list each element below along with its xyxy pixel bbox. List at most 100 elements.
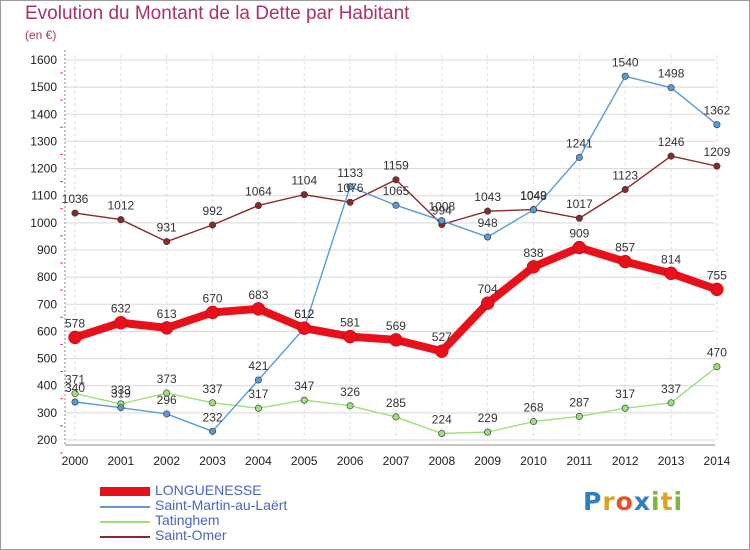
y-tick-label: 1200 bbox=[30, 162, 57, 176]
data-point-tatinghem bbox=[529, 418, 537, 426]
data-point-saint-martin-au-la-rt bbox=[621, 72, 629, 80]
data-point-saint-omer bbox=[300, 191, 308, 199]
logo-letter: x bbox=[633, 487, 651, 516]
data-point-saint-martin-au-la-rt bbox=[392, 201, 400, 209]
data-label-longuenesse: 613 bbox=[157, 307, 177, 321]
legend-label: Tatinghem bbox=[155, 512, 220, 528]
data-label-longuenesse: 670 bbox=[203, 291, 223, 305]
data-label-saint-martin-au-la-rt: 296 bbox=[157, 393, 177, 407]
y-tick-label: 400 bbox=[37, 379, 57, 393]
data-label-tatinghem: 470 bbox=[707, 346, 727, 360]
data-point-saint-omer bbox=[392, 176, 400, 184]
y-tick-label: 500 bbox=[37, 352, 57, 366]
data-point-longuenesse bbox=[251, 302, 266, 316]
y-tick-label: 200 bbox=[37, 433, 57, 447]
x-tick-label: 2007 bbox=[383, 454, 410, 468]
data-label-saint-omer: 1043 bbox=[474, 190, 501, 204]
data-label-saint-omer: 1064 bbox=[245, 184, 272, 198]
data-label-tatinghem: 373 bbox=[157, 372, 177, 386]
y-tick-label: 1300 bbox=[30, 134, 57, 148]
data-label-saint-martin-au-la-rt: 948 bbox=[478, 216, 498, 230]
data-label-tatinghem: 333 bbox=[111, 383, 131, 397]
logo-letter: P bbox=[583, 487, 603, 516]
data-point-tatinghem bbox=[484, 428, 492, 436]
x-tick-label: 2009 bbox=[474, 454, 501, 468]
data-label-longuenesse: 755 bbox=[707, 268, 727, 282]
data-point-saint-martin-au-la-rt bbox=[575, 153, 583, 161]
logo-letter: t bbox=[660, 487, 674, 516]
y-tick-label: 1100 bbox=[31, 189, 57, 203]
data-label-tatinghem: 287 bbox=[569, 395, 589, 409]
y-tick-label: 800 bbox=[37, 270, 57, 284]
data-point-longuenesse bbox=[343, 329, 357, 344]
y-tick-label: 1600 bbox=[30, 53, 57, 67]
data-point-longuenesse bbox=[114, 315, 128, 330]
data-label-longuenesse: 909 bbox=[569, 227, 589, 241]
data-point-longuenesse bbox=[389, 333, 403, 347]
logo-letter: r bbox=[602, 487, 616, 516]
data-label-saint-omer: 1036 bbox=[62, 192, 89, 206]
data-point-saint-omer bbox=[209, 221, 217, 229]
data-point-longuenesse bbox=[618, 254, 632, 269]
data-point-saint-omer bbox=[575, 214, 583, 222]
legend-swatch-saint-omer bbox=[100, 536, 150, 538]
data-label-longuenesse: 632 bbox=[111, 302, 131, 316]
data-point-saint-omer bbox=[667, 152, 675, 160]
data-point-tatinghem bbox=[392, 413, 400, 421]
data-point-saint-martin-au-la-rt bbox=[529, 206, 537, 214]
y-tick-label: 700 bbox=[37, 297, 57, 311]
data-point-longuenesse bbox=[480, 296, 495, 310]
data-label-saint-omer: 1209 bbox=[704, 145, 731, 159]
x-tick-label: 2014 bbox=[704, 454, 731, 468]
y-tick-label: 1000 bbox=[30, 216, 57, 230]
data-point-tatinghem bbox=[209, 399, 217, 407]
y-tick-label: 600 bbox=[37, 324, 57, 338]
data-label-saint-martin-au-la-rt: 1498 bbox=[658, 67, 685, 81]
data-point-tatinghem bbox=[346, 402, 354, 410]
y-tick-label: 1400 bbox=[30, 107, 57, 121]
data-label-longuenesse: 838 bbox=[523, 246, 543, 260]
data-label-saint-martin-au-la-rt: 232 bbox=[203, 410, 223, 424]
data-point-longuenesse bbox=[664, 266, 678, 281]
data-point-saint-martin-au-la-rt bbox=[254, 376, 262, 384]
data-point-saint-martin-au-la-rt bbox=[71, 398, 79, 406]
data-point-tatinghem bbox=[575, 412, 583, 420]
x-tick-label: 2011 bbox=[566, 454, 592, 468]
data-label-longuenesse: 814 bbox=[661, 252, 681, 266]
legend-swatch-tatinghem bbox=[100, 521, 150, 523]
data-point-saint-omer bbox=[713, 162, 721, 170]
x-tick-label: 2012 bbox=[612, 454, 639, 468]
data-point-saint-omer bbox=[346, 198, 354, 206]
data-label-saint-martin-au-la-rt: 1241 bbox=[566, 136, 593, 150]
data-label-tatinghem: 347 bbox=[294, 379, 314, 393]
gridlines bbox=[65, 55, 718, 441]
series-layer bbox=[68, 72, 724, 437]
y-tick-label: 900 bbox=[37, 243, 57, 257]
legend-swatch-longuenesse bbox=[100, 487, 150, 496]
data-label-saint-martin-au-la-rt: 1362 bbox=[704, 104, 731, 118]
data-label-saint-martin-au-la-rt: 1008 bbox=[428, 200, 455, 214]
data-label-longuenesse: 578 bbox=[65, 316, 85, 330]
data-label-longuenesse: 581 bbox=[340, 316, 360, 330]
legend-label: LONGUENESSE bbox=[155, 482, 262, 498]
logo-letter: o bbox=[615, 487, 634, 516]
data-label-longuenesse: 527 bbox=[432, 330, 452, 344]
data-point-saint-martin-au-la-rt bbox=[163, 410, 171, 418]
x-tick-label: 2013 bbox=[658, 454, 685, 468]
data-label-saint-omer: 931 bbox=[157, 221, 177, 235]
data-point-saint-omer bbox=[163, 238, 171, 246]
x-tick-label: 2004 bbox=[245, 454, 272, 468]
x-tick-labels: 2000 2001 2002 2003 2004 2005 2006 2007 2008 2009… bbox=[62, 454, 731, 468]
y-tick-label: 1500 bbox=[30, 80, 57, 94]
data-label-tatinghem: 317 bbox=[248, 387, 268, 401]
data-point-saint-martin-au-la-rt bbox=[713, 121, 721, 129]
data-label-tatinghem: 229 bbox=[478, 411, 498, 425]
chart-title: Evolution du Montant de la Dette par Hab… bbox=[25, 3, 410, 24]
data-point-longuenesse bbox=[435, 344, 449, 358]
data-label-tatinghem: 317 bbox=[615, 387, 635, 401]
data-point-tatinghem bbox=[438, 429, 446, 437]
data-point-saint-martin-au-la-rt bbox=[117, 404, 125, 412]
data-label-saint-martin-au-la-rt: 1048 bbox=[520, 189, 547, 203]
data-label-saint-omer: 1017 bbox=[566, 197, 593, 211]
